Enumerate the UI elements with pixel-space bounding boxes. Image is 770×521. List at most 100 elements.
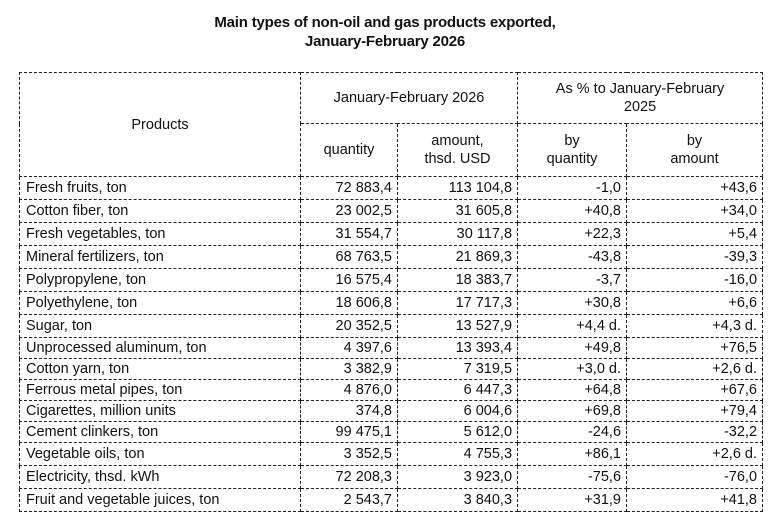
cell-product: Cotton yarn, ton (19, 358, 301, 380)
table-body: Fresh fruits, ton 72 883,4 113 104,8 -1,0 +4… (19, 176, 764, 512)
cell-pct-quantity: +30,8 (517, 291, 628, 315)
cell-amount: 30 117,8 (396, 222, 519, 246)
cell-quantity: 2 543,7 (300, 488, 398, 512)
cell-pct-quantity: -1,0 (517, 176, 628, 200)
cell-quantity: 72 208,3 (300, 465, 398, 489)
table-row: Cotton fiber, ton 23 002,5 31 605,8 +40,8 +3… (19, 199, 764, 223)
cell-quantity: 20 352,5 (300, 314, 398, 338)
cell-quantity: 99 475,1 (300, 421, 398, 443)
header-row-1: Products January-February 2026 As % to J… (19, 72, 764, 177)
cell-pct-amount: +4,3 d. (626, 314, 764, 338)
cell-pct-quantity: +22,3 (517, 222, 628, 246)
header-amount-line-1: amount, (431, 133, 484, 149)
cell-product: Mineral fertilizers, ton (19, 245, 301, 269)
cell-amount: 18 383,7 (396, 268, 519, 292)
cell-pct-amount: -76,0 (626, 465, 764, 489)
title-line-2: January-February 2026 (304, 33, 466, 50)
cell-pct-quantity: +49,8 (517, 337, 628, 359)
cell-pct-quantity: +69,8 (517, 400, 628, 422)
header-quantity: quantity (300, 123, 398, 177)
cell-quantity: 4 876,0 (300, 379, 398, 401)
cell-pct-amount: +41,8 (626, 488, 764, 512)
cell-amount: 113 104,8 (396, 176, 519, 200)
cell-amount: 6 447,3 (396, 379, 519, 401)
header-by-amount: by amount (626, 123, 764, 177)
cell-product: Fresh fruits, ton (19, 176, 301, 200)
header-by-quantity-line-2: quantity (546, 151, 598, 167)
cell-product: Vegetable oils, ton (19, 442, 301, 466)
cell-product: Fruit and vegetable juices, ton (19, 488, 301, 512)
cell-quantity: 374,8 (300, 400, 398, 422)
header-period-group: January-February 2026 (299, 72, 519, 124)
cell-quantity: 72 883,4 (300, 176, 398, 200)
table-row: Ferrous metal pipes, ton 4 876,0 6 447,3 +6… (19, 379, 764, 401)
cell-pct-amount: +6,6 (626, 291, 764, 315)
cell-quantity: 23 002,5 (300, 199, 398, 223)
table-row: Fresh fruits, ton 72 883,4 113 104,8 -1,0 +4… (19, 176, 764, 200)
table-row: Cigarettes, million units 374,8 6 004,6 +69… (19, 400, 764, 422)
cell-pct-amount: +2,6 d. (626, 358, 764, 380)
exports-table: Products January-February 2026 As % to J… (19, 72, 764, 512)
table-row: Polyethylene, ton 18 606,8 17 717,3 +30,8 +6… (19, 291, 764, 315)
cell-amount: 17 717,3 (396, 291, 519, 315)
table-row: Electricity, thsd. kWh 72 208,3 3 923,0 -75… (19, 465, 764, 489)
cell-amount: 31 605,8 (396, 199, 519, 223)
table-row: Fruit and vegetable juices, ton 2 543,7 3 … (19, 488, 764, 512)
cell-pct-amount: +67,6 (626, 379, 764, 401)
cell-product: Polypropylene, ton (19, 268, 301, 292)
cell-product: Cotton fiber, ton (19, 199, 301, 223)
cell-pct-amount: +5,4 (626, 222, 764, 246)
cell-quantity: 3 382,9 (300, 358, 398, 380)
cell-pct-quantity: -75,6 (517, 465, 628, 489)
cell-amount: 5 612,0 (396, 421, 519, 443)
cell-pct-quantity: +64,8 (517, 379, 628, 401)
cell-quantity: 31 554,7 (300, 222, 398, 246)
cell-product: Ferrous metal pipes, ton (19, 379, 301, 401)
cell-amount: 3 923,0 (396, 465, 519, 489)
cell-product: Polyethylene, ton (19, 291, 301, 315)
header-by-quantity-line-1: by (564, 133, 580, 149)
cell-pct-amount: +79,4 (626, 400, 764, 422)
cell-pct-quantity: +31,9 (517, 488, 628, 512)
table-row: Sugar, ton 20 352,5 13 527,9 +4,4 d. +4,3 d. (19, 314, 764, 338)
cell-pct-amount: -32,2 (626, 421, 764, 443)
table-row: Cotton yarn, ton 3 382,9 7 319,5 +3,0 d. +2,… (19, 358, 764, 380)
cell-quantity: 16 575,4 (300, 268, 398, 292)
cell-quantity: 3 352,5 (300, 442, 398, 466)
cell-product: Cigarettes, million units (19, 400, 301, 422)
cell-product: Sugar, ton (19, 314, 301, 338)
title-line-1: Main types of non-oil and gas products e… (214, 14, 556, 31)
cell-amount: 13 393,4 (396, 337, 519, 359)
header-row-2: quantity amount, thsd. USD by quantity b… (20, 123, 764, 177)
header-by-amount-line-2: amount (670, 151, 719, 167)
cell-pct-quantity: -24,6 (517, 421, 628, 443)
cell-pct-quantity: +40,8 (517, 199, 628, 223)
cell-pct-quantity: -43,8 (517, 245, 628, 269)
cell-quantity: 68 763,5 (300, 245, 398, 269)
table-row: Cement clinkers, ton 99 475,1 5 612,0 -24,6… (19, 421, 764, 443)
cell-amount: 7 319,5 (396, 358, 519, 380)
cell-pct-amount: +2,6 d. (626, 442, 764, 466)
table-row: Polypropylene, ton 16 575,4 18 383,7 -3,7 -1… (19, 268, 764, 292)
header-comparison-line-2: 2025 (623, 99, 657, 115)
cell-pct-amount: -39,3 (626, 245, 764, 269)
cell-pct-amount: -16,0 (626, 268, 764, 292)
header-comparison-line-1: As % to January-February (555, 81, 725, 97)
document-title: Main types of non-oil and gas products e… (0, 13, 770, 51)
cell-amount: 3 840,3 (396, 488, 519, 512)
cell-pct-amount: +34,0 (626, 199, 764, 223)
header-by-amount-line-1: by (686, 133, 703, 149)
cell-amount: 21 869,3 (396, 245, 519, 269)
cell-pct-quantity: -3,7 (517, 268, 628, 292)
table-row: Unprocessed aluminum, ton 4 397,6 13 393,4… (19, 337, 764, 359)
header-comparison-group: As % to January-February 2025 (517, 72, 764, 124)
header-amount: amount, thsd. USD (396, 123, 519, 177)
table-row: Fresh vegetables, ton 31 554,7 30 117,8 +22… (19, 222, 764, 246)
header-amount-line-2: thsd. USD (424, 151, 491, 167)
cell-product: Fresh vegetables, ton (19, 222, 301, 246)
cell-pct-amount: +43,6 (626, 176, 764, 200)
cell-pct-quantity: +3,0 d. (517, 358, 628, 380)
cell-pct-amount: +76,5 (626, 337, 764, 359)
cell-product: Electricity, thsd. kWh (19, 465, 301, 489)
cell-quantity: 4 397,6 (300, 337, 398, 359)
